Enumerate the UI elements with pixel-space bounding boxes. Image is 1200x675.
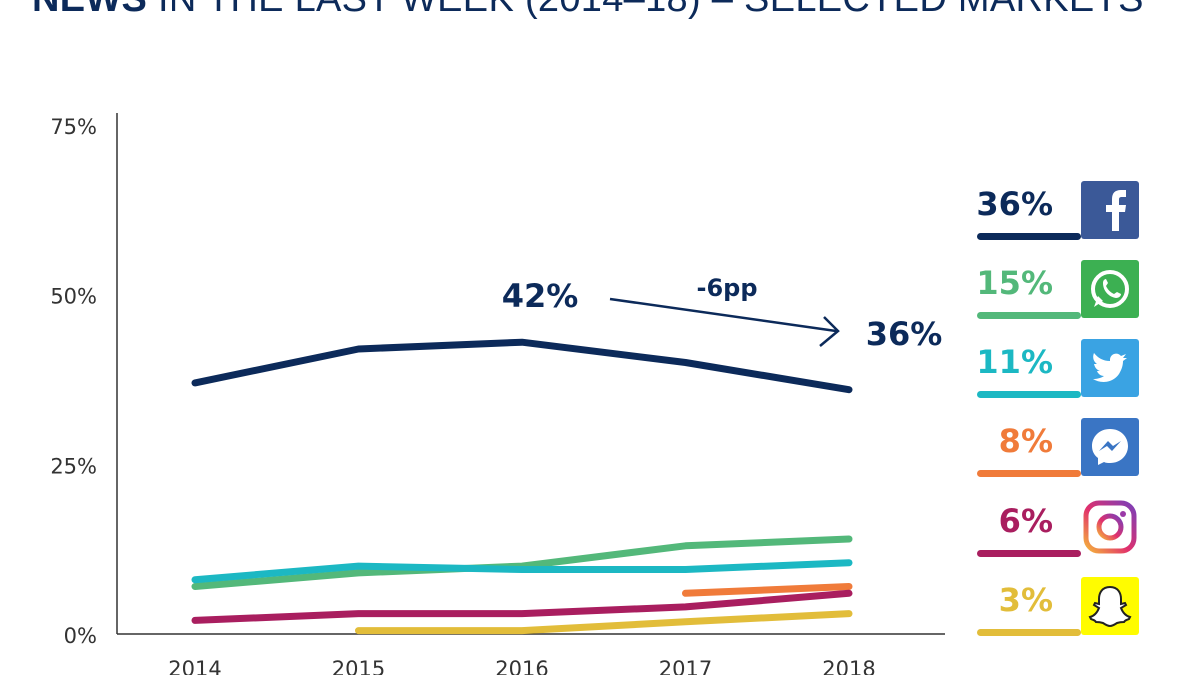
y-tick-label: 25%	[50, 454, 97, 478]
legend-value-snapchat: 3%	[998, 581, 1053, 619]
legend-value-whatsapp: 15%	[976, 264, 1053, 302]
x-tick-label: 2016	[495, 657, 548, 675]
legend-swatch-messenger	[977, 470, 1081, 477]
legend-item-whatsapp: 15%	[975, 260, 1165, 324]
series-lines	[191, 338, 853, 635]
x-tick-label: 2015	[332, 657, 385, 675]
y-tick-label: 0%	[64, 624, 97, 648]
legend-item-snapchat: 3%	[975, 577, 1165, 641]
legend-swatch-twitter	[977, 391, 1081, 398]
x-tick-label: 2014	[168, 657, 221, 675]
change-arrow-line	[609, 297, 837, 333]
series-line-snapchat	[355, 610, 853, 635]
chart-title-rest: IN THE LAST WEEK (2014–18) – SELECTED MA…	[147, 0, 1144, 20]
y-tick-label: 50%	[50, 285, 97, 309]
legend-swatch-facebook	[977, 233, 1081, 240]
legend-item-instagram: 6%	[975, 498, 1165, 562]
legend-value-twitter: 11%	[976, 343, 1053, 381]
change-arrow-head	[819, 316, 840, 347]
legend-item-facebook: 36%	[975, 181, 1165, 245]
instagram-icon	[1081, 498, 1139, 556]
series-line-messenger	[682, 583, 853, 597]
legend-value-facebook: 36%	[976, 185, 1053, 223]
chart-title: NEWS IN THE LAST WEEK (2014–18) – SELECT…	[32, 0, 1144, 20]
legend-swatch-snapchat	[977, 629, 1081, 636]
y-tick-label: 75%	[50, 115, 97, 139]
facebook-icon	[1081, 181, 1139, 239]
legend-swatch-instagram	[977, 550, 1081, 557]
legend-swatch-whatsapp	[977, 312, 1081, 319]
messenger-icon	[1081, 418, 1139, 476]
axis-ticks: 0% 25% 50% 75% 2014 2015 2016 2017 2018	[50, 115, 875, 675]
chart-annotations: 42% 36% -6pp	[502, 274, 943, 353]
peak-value-label: 42%	[502, 277, 579, 315]
legend-item-twitter: 11%	[975, 339, 1165, 403]
series-line-instagram	[191, 589, 853, 624]
series-line-whatsapp	[191, 535, 853, 590]
end-value-label: 36%	[866, 315, 943, 353]
x-tick-label: 2018	[822, 657, 875, 675]
legend-item-messenger: 8%	[975, 418, 1165, 482]
legend-value-messenger: 8%	[998, 422, 1053, 460]
twitter-icon	[1081, 339, 1139, 397]
change-label: -6pp	[696, 274, 757, 302]
chart-axes	[116, 113, 945, 635]
snapchat-icon	[1081, 577, 1139, 635]
chart-title-bold: NEWS	[32, 0, 147, 20]
series-line-twitter	[191, 559, 853, 584]
whatsapp-icon	[1081, 260, 1139, 318]
series-line-facebook	[191, 338, 853, 394]
legend-value-instagram: 6%	[998, 502, 1053, 540]
x-tick-label: 2017	[659, 657, 712, 675]
